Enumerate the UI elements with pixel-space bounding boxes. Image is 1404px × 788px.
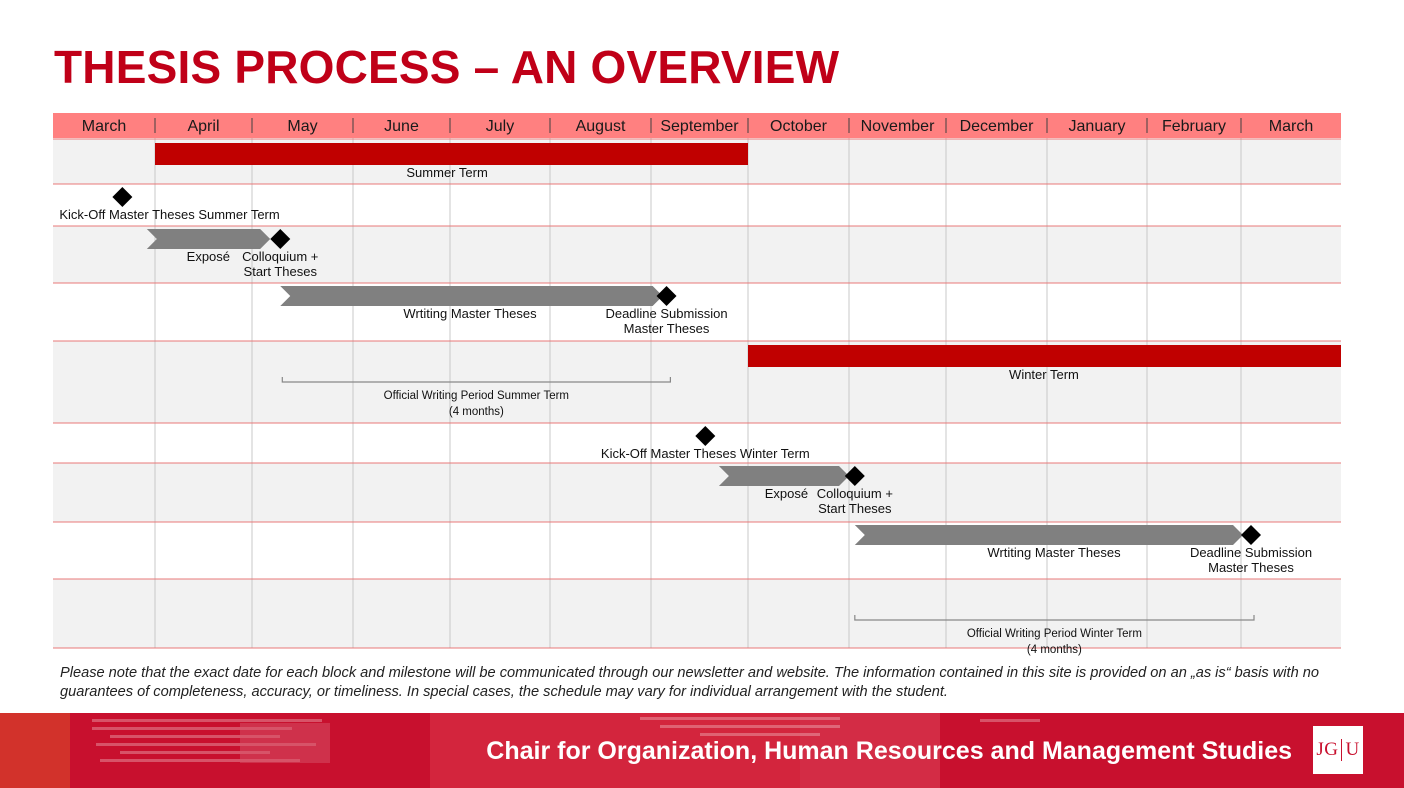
milestone-colloquium-winter-label: Start Theses (818, 501, 892, 516)
milestone-deadline-summer-label: Deadline Submission (605, 306, 727, 321)
milestone-deadline-winter-label: Deadline Submission (1190, 545, 1312, 560)
milestone-colloquium-winter-label: Colloquium + (817, 486, 893, 501)
expose-arrow-summer-label: Exposé (187, 249, 230, 264)
milestone-kickoff-summer-label: Kick-Off Master Theses Summer Term (59, 207, 279, 222)
month-label: August (576, 118, 626, 135)
month-label: February (1162, 118, 1226, 135)
month-label: April (187, 118, 219, 135)
official-period-winter (854, 615, 1255, 621)
month-label: March (1269, 118, 1313, 135)
jgu-logo: JG U (1313, 726, 1363, 774)
chair-name: Chair for Organization, Human Resources … (486, 737, 1292, 765)
month-label: October (770, 118, 828, 135)
writing-arrow-summer-label: Wrtiting Master Theses (403, 306, 537, 321)
milestone-colloquium-summer-label: Colloquium + (242, 249, 318, 264)
month-label: January (1069, 118, 1126, 135)
row-band (53, 579, 1341, 648)
writing-arrow-summer (280, 286, 663, 306)
term-bar-summer-label: Summer Term (406, 165, 487, 180)
page-title: THESIS PROCESS – AN OVERVIEW (54, 41, 840, 93)
thesis-gantt-chart: March April May June July August September Octo… (53, 113, 1341, 656)
disclaimer-note: Please note that the exact date for each… (60, 665, 1320, 700)
row-band (53, 226, 1341, 283)
month-label: September (660, 118, 739, 135)
official-period-summer-label: (4 months) (449, 406, 504, 418)
month-label: July (486, 118, 514, 135)
term-bar-winter (748, 345, 1341, 367)
milestone-colloquium-summer-label: Start Theses (244, 264, 318, 279)
writing-arrow-winter (854, 525, 1243, 545)
official-period-summer-label: Official Writing Period Summer Term (384, 390, 569, 402)
official-period-winter-label: Official Writing Period Winter Term (967, 628, 1142, 640)
row-band (53, 463, 1341, 522)
milestone-deadline-winter (1241, 525, 1261, 545)
footer-pattern (0, 713, 1040, 788)
milestone-kickoff-winter-label: Kick-Off Master Theses Winter Term (601, 446, 810, 461)
month-label: June (384, 118, 419, 135)
milestone-kickoff-winter (695, 426, 716, 446)
milestone-deadline-winter-label: Master Theses (1208, 560, 1294, 575)
official-period-winter-label: (4 months) (1027, 644, 1082, 656)
milestone-deadline-summer-label: Master Theses (624, 321, 710, 336)
footer-banner: Chair for Organization, Human Resources … (0, 713, 1404, 788)
milestone-colloquium-summer (270, 229, 291, 249)
row-band (53, 423, 1341, 463)
expose-arrow-summer (146, 229, 271, 249)
term-bar-winter-label: Winter Term (1009, 367, 1079, 382)
month-label: May (287, 118, 317, 135)
month-label: November (861, 118, 935, 135)
milestone-colloquium-winter (844, 466, 865, 486)
term-bar-summer (155, 143, 748, 165)
expose-arrow-winter-label: Exposé (765, 486, 808, 501)
writing-arrow-winter-label: Wrtiting Master Theses (987, 545, 1121, 560)
milestone-deadline-summer (656, 286, 677, 306)
expose-arrow-winter (718, 466, 849, 486)
row-band (53, 283, 1341, 341)
month-label: December (960, 118, 1034, 135)
month-label: March (82, 118, 126, 135)
month-header-band (53, 113, 1341, 138)
row-band (53, 184, 1341, 226)
milestone-kickoff-summer (112, 187, 133, 207)
official-period-summer (281, 377, 671, 383)
